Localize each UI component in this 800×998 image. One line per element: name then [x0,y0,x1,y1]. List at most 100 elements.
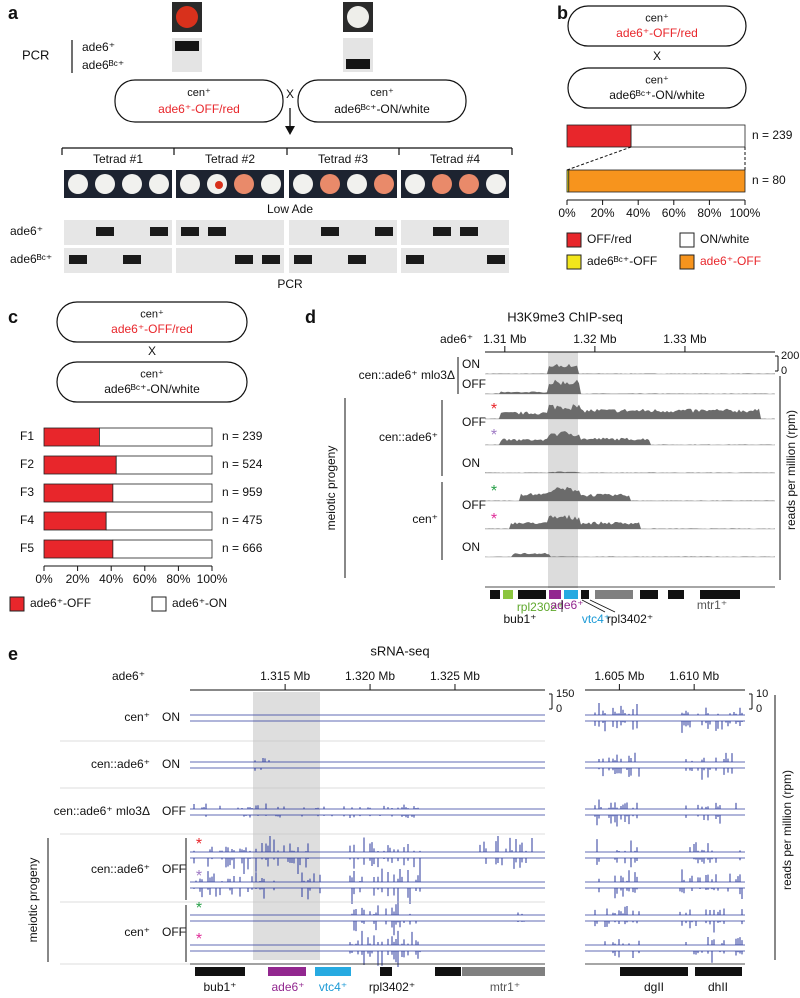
zoom-line [566,146,632,171]
asterisk: * [491,511,497,528]
gel-label: ade6⁺ [82,40,115,54]
colony [432,174,452,194]
gene-block [195,967,245,976]
gene-block [564,590,578,599]
asterisk: * [196,868,202,885]
gene-block [700,590,740,599]
n-label: n = 80 [752,173,786,187]
x-tick-label: 1.325 Mb [430,669,480,683]
legend-label: ade6⁺-OFF [30,596,91,610]
gel [401,220,509,245]
category-label: F4 [20,513,34,527]
strain-name: cen⁺ [645,13,669,25]
category-label: F5 [20,541,34,555]
strain-label: cen::ade6⁺ [91,757,150,771]
asterisk: * [491,401,497,418]
gene-label: mtr1⁺ [697,598,727,612]
bar-segment [43,539,114,559]
gel-band [294,255,312,264]
gene-block [315,967,351,976]
strain-name: cen⁺ [140,369,164,381]
gene-label: dgII [644,980,664,994]
colony-spot [215,181,223,189]
state-label: ON [462,540,480,554]
x-tick-label: 1.33 Mb [663,332,707,346]
gene-label: ade6⁺ [550,598,583,612]
colony [320,174,340,194]
legend-label: ade6⁺-ON [172,596,227,610]
highlight-region [253,692,320,960]
bar-segment [43,483,114,503]
category-label: F1 [20,429,34,443]
n-label: n = 475 [222,513,263,527]
colony [293,174,313,194]
coverage-profile [485,404,775,419]
strain-label: cen::ade6⁺ mlo3Δ [359,368,455,382]
n-label: n = 524 [222,457,263,471]
x-tick-label: 1.320 Mb [345,669,395,683]
coverage-profile [485,471,775,473]
legend-swatch [566,254,582,270]
n-label: n = 239 [222,429,263,443]
colony [180,174,200,194]
panel-label: d [305,307,316,327]
colony [234,174,254,194]
colony [459,174,479,194]
legend-label: ON/white [700,232,750,246]
axis-title: reads per million (rpm) [780,770,794,890]
tetrad-label: Tetrad #4 [430,152,480,166]
gel-band [321,227,339,236]
media-label: Low Ade [267,202,313,216]
gel-band [348,255,366,264]
n-label: n = 239 [752,128,793,142]
gene-block [695,967,742,976]
scale-label: 200 [781,350,799,362]
bar-segment [566,124,632,148]
coverage-profile [485,486,775,501]
legend-swatch [566,232,582,248]
gene-block [595,590,633,599]
gel-band [406,255,424,264]
gene-block [503,590,513,599]
gene-block [380,967,392,976]
legend-label: ade6ᴮᶜ⁺-OFF [587,254,657,268]
state-label: OFF [462,377,486,391]
colony [68,174,88,194]
x-tick-label: 1.31 Mb [483,332,527,346]
x-tick-label: 100% [730,206,761,220]
legend-swatch [151,596,167,612]
strain-box [297,79,467,123]
locus-label: ade6⁺ [440,332,473,346]
x-tick-label: 40% [626,206,650,220]
strain-label: cen::ade6⁺ [379,430,438,444]
gene-label: rpl2302⁺ [517,600,563,614]
gene-block [620,967,688,976]
state-label: OFF [162,862,186,876]
gel-band [460,227,478,236]
asterisk: * [196,836,202,853]
strain-label: cen⁺ [124,710,150,724]
gene-label: vtc4⁺ [582,612,610,626]
pcr-label: PCR [277,277,303,291]
state-label: ON [162,710,180,724]
bar-segment [630,124,746,148]
legend-swatch [9,596,25,612]
gel-band [69,255,87,264]
gene-block [268,967,306,976]
panel-label: e [8,644,18,664]
strain-box [567,67,747,109]
strain-state: ade6ᴮᶜ⁺-ON/white [334,102,430,116]
bar-segment [112,539,213,559]
gene-block [518,590,546,599]
strain-label: cen⁺ [412,512,438,526]
gel-band [346,59,370,69]
cross-symbol: X [286,87,294,101]
strain-state: ade6ᴮᶜ⁺-ON/white [609,88,705,102]
colony [347,6,369,28]
strain-name: cen⁺ [187,87,211,99]
legend-label: OFF/red [587,232,632,246]
x-tick-label: 40% [99,572,123,586]
strain-box [114,79,284,123]
tetrad-label: Tetrad #2 [205,152,255,166]
gene-label: rpl3402⁺ [369,980,415,994]
